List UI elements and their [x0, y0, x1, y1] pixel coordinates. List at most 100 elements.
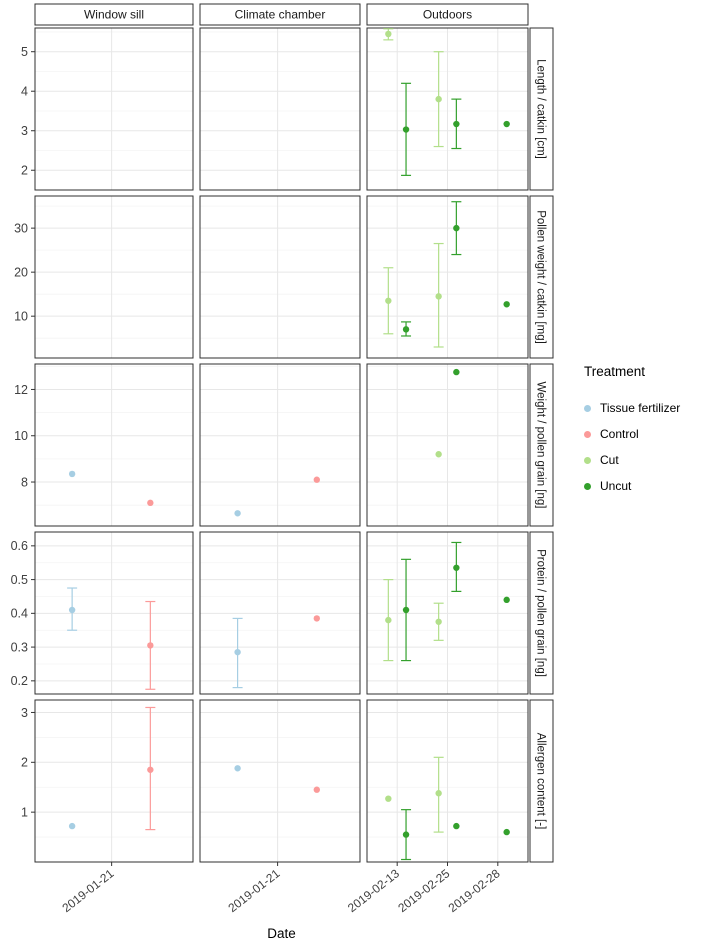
- data-point: [453, 120, 460, 128]
- facet-column-strip: [199, 3, 361, 26]
- data-point: [503, 828, 510, 836]
- panel-border: [199, 363, 361, 527]
- panel-border: [366, 363, 529, 527]
- data-point: [453, 224, 460, 232]
- data-point: [385, 616, 392, 624]
- data-point: [435, 618, 442, 625]
- panel-background: [200, 28, 360, 190]
- data-point: [385, 297, 392, 304]
- legend-item-label: Uncut: [600, 479, 632, 493]
- data-point: [313, 786, 320, 793]
- data-point: [147, 499, 154, 507]
- y-tick-label: 0.3: [11, 640, 28, 654]
- data-point: [453, 564, 460, 571]
- legend-item-label: Tissue fertilizer: [600, 401, 681, 415]
- data-point: [234, 765, 241, 772]
- data-point: [147, 642, 154, 649]
- y-tick-label: 0.4: [11, 607, 28, 621]
- panel-border: [366, 27, 529, 191]
- data-point: [503, 120, 510, 128]
- y-tick-label: 0.6: [11, 539, 28, 553]
- data-point: [234, 510, 241, 517]
- panel-background: [200, 700, 360, 862]
- panel-border: [366, 195, 529, 359]
- y-tick-label: 8: [21, 475, 28, 489]
- panel-background: [35, 196, 193, 358]
- y-tick-label: 1: [21, 806, 28, 820]
- panel-background: [35, 28, 193, 190]
- panel-border: [366, 531, 529, 695]
- panel-border: [199, 699, 361, 863]
- facet-row-strip: [529, 699, 554, 863]
- x-tick-label: 2019-01-21: [59, 866, 116, 915]
- legend-key-dot: [584, 482, 591, 490]
- data-point: [435, 95, 442, 103]
- data-point: [313, 476, 320, 483]
- data-point: [435, 790, 442, 797]
- y-tick-label: 2: [21, 756, 28, 770]
- data-point: [385, 795, 392, 802]
- legend-items: Tissue fertilizer Control Cut Uncut: [584, 395, 680, 499]
- x-tick-label: 2019-02-28: [446, 866, 503, 915]
- legend-key-dot: [584, 404, 591, 412]
- facet-row-strip: [529, 195, 554, 359]
- data-point: [68, 606, 76, 614]
- data-point: [453, 822, 460, 830]
- x-tick-label: 2019-02-25: [395, 866, 452, 915]
- data-point: [68, 470, 76, 478]
- data-point: [453, 368, 460, 376]
- legend-item-label: Control: [600, 427, 639, 441]
- panel-background: [200, 196, 360, 358]
- data-point: [402, 831, 410, 838]
- facet-row-label: Length / catkin [cm]: [534, 59, 546, 159]
- y-tick-label: 12: [14, 383, 28, 397]
- facet-row-strip: [529, 363, 554, 527]
- facet-row-label: Allergen content [-]: [534, 733, 546, 830]
- legend-title: Treatment: [584, 364, 646, 379]
- y-tick-label: 3: [21, 706, 28, 720]
- legend-key-dot: [584, 430, 591, 438]
- panel-border: [199, 27, 361, 191]
- y-tick-label: 2: [21, 164, 28, 178]
- data-point: [435, 451, 442, 458]
- legend: Treatment Tissue fertilizer Control Cut Unc…: [584, 364, 680, 499]
- data-point: [402, 126, 410, 133]
- legend-item: Control: [584, 421, 680, 447]
- data-point: [147, 766, 154, 773]
- data-point: [313, 615, 320, 622]
- facet-column-strip: [366, 3, 529, 26]
- facet-row-label: Weight / pollen grain [ng]: [534, 381, 546, 508]
- panel-border: [199, 195, 361, 359]
- legend-key-dot: [584, 456, 591, 464]
- y-tick-label: 10: [14, 429, 28, 443]
- y-tick-label: 10: [14, 310, 28, 324]
- y-tick-label: 0.5: [11, 573, 28, 587]
- y-tick-label: 30: [14, 222, 28, 236]
- legend-item: Uncut: [584, 473, 680, 499]
- panel-background: [35, 700, 193, 862]
- data-point: [68, 822, 76, 830]
- panel-background: [35, 364, 193, 526]
- data-point: [435, 293, 442, 300]
- data-point: [503, 301, 510, 308]
- data-point: [503, 596, 510, 604]
- panel-border: [34, 363, 194, 527]
- facet-row-strip: [529, 27, 554, 191]
- data-point: [234, 648, 241, 656]
- facet-row-label: Pollen weight / catkin [mg]: [534, 210, 546, 344]
- data-point: [402, 326, 410, 333]
- panel-border: [199, 531, 361, 695]
- panel-border: [34, 195, 194, 359]
- data-point: [402, 606, 410, 614]
- legend-item-label: Cut: [600, 453, 619, 467]
- facet-row-strip: [529, 531, 554, 695]
- y-tick-label: 3: [21, 124, 28, 138]
- y-tick-label: 20: [14, 266, 28, 280]
- x-tick-label: 2019-01-21: [225, 866, 282, 915]
- legend-item: Tissue fertilizer: [584, 395, 680, 421]
- data-point: [385, 30, 392, 38]
- y-tick-label: 4: [21, 85, 28, 99]
- panel-border: [34, 699, 194, 863]
